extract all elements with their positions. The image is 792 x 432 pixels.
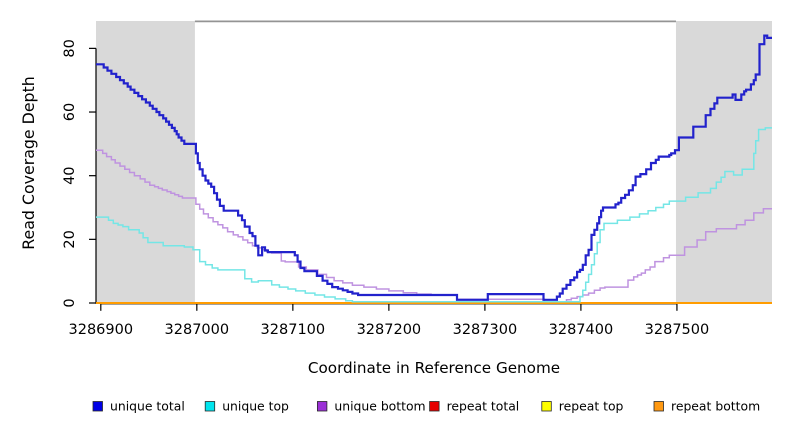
series-unique-total <box>96 34 772 301</box>
x-tick-label: 3287100 <box>261 322 326 338</box>
series-unique-bottom <box>96 149 772 303</box>
legend-swatch-repeat-top <box>541 401 552 412</box>
legend-label-unique-bottom: unique bottom <box>334 399 425 414</box>
legend-label-repeat-total: repeat total <box>447 399 520 414</box>
x-tick-label: 3287000 <box>165 322 230 338</box>
legend-label-repeat-top: repeat top <box>559 399 624 414</box>
series-unique-top <box>96 127 772 303</box>
y-tick-label: 80 <box>62 39 78 57</box>
y-tick-label: 40 <box>62 166 78 184</box>
legend-label-unique-top: unique top <box>222 399 289 414</box>
legend-swatch-repeat-bottom <box>653 401 664 412</box>
legend-swatch-unique-bottom <box>316 401 328 412</box>
legend-swatch-unique-top <box>204 401 216 412</box>
left-repeat-shade <box>96 21 195 304</box>
y-tick-label: 60 <box>62 103 78 121</box>
x-tick-label: 3287200 <box>357 322 422 338</box>
x-axis-label: Coordinate in Reference Genome <box>308 359 560 377</box>
x-tick-label: 3287300 <box>453 322 518 338</box>
legend-swatch-repeat-total <box>429 401 440 412</box>
x-tick-label: 3286900 <box>69 322 134 338</box>
right-repeat-shade <box>675 21 772 304</box>
y-axis-label: Read Coverage Depth <box>19 76 38 250</box>
y-tick-label: 0 <box>62 298 78 307</box>
x-tick-label: 3287400 <box>549 322 614 338</box>
legend-label-unique-total: unique total <box>110 399 185 414</box>
x-tick-label: 3287500 <box>645 322 710 338</box>
legend-swatch-unique-total <box>92 401 103 412</box>
legend-label-repeat-bottom: repeat bottom <box>671 399 760 414</box>
y-tick-label: 20 <box>62 230 78 248</box>
